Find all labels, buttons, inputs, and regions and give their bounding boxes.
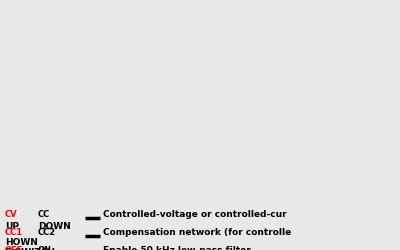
Text: Controlled-voltage or controlled-cur: Controlled-voltage or controlled-cur	[103, 210, 287, 219]
Text: HOWN: HOWN	[5, 238, 38, 247]
Text: CC1: CC1	[5, 228, 23, 237]
Text: Enable 50 kHz low-pass filter: Enable 50 kHz low-pass filter	[103, 246, 251, 250]
Text: UP: UP	[5, 222, 19, 231]
Text: CC2: CC2	[38, 228, 56, 237]
Text: CC: CC	[38, 210, 50, 219]
Text: ON: ON	[38, 246, 52, 250]
Text: CV: CV	[5, 210, 18, 219]
Text: DOWN: DOWN	[38, 222, 71, 231]
Text: Compensation network (for controlle: Compensation network (for controlle	[103, 228, 291, 237]
Text: P SWITCH: P SWITCH	[5, 248, 55, 250]
Text: OFF: OFF	[5, 246, 23, 250]
